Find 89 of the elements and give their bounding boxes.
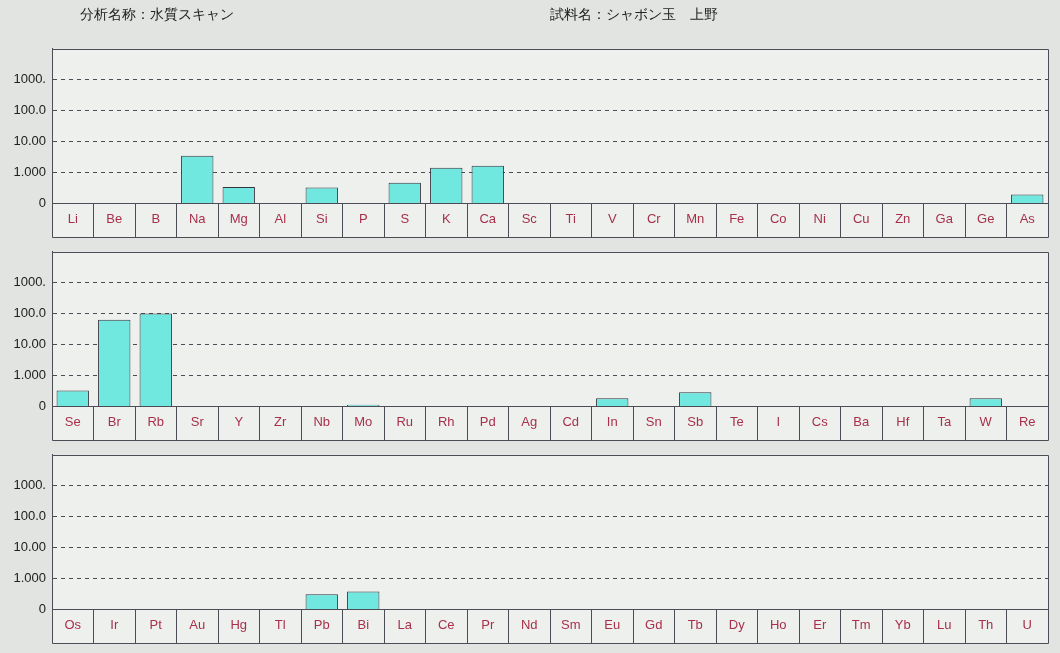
- x-tick-label: Mo: [354, 414, 373, 430]
- x-tick-label: U: [1022, 617, 1032, 633]
- x-tick-label: K: [441, 211, 451, 227]
- x-tick-label: Cd: [562, 414, 580, 430]
- x-tick-label: Gd: [645, 617, 663, 633]
- x-tick-label: Yb: [894, 617, 911, 633]
- x-tick-label: Ag: [521, 414, 538, 430]
- x-tick-label: Th: [978, 617, 994, 633]
- y-tick-label: 10.00: [13, 335, 46, 351]
- x-tick-label: Ir: [110, 617, 119, 633]
- y-tick-label: 0: [38, 397, 46, 413]
- x-tick-label: Sn: [645, 414, 662, 430]
- y-tick-label: 1.000: [13, 569, 46, 585]
- x-tick-label: Ba: [853, 414, 870, 430]
- x-tick-label: In: [606, 414, 618, 430]
- x-tick-label: W: [979, 414, 993, 430]
- x-tick-label: Tb: [687, 617, 703, 633]
- x-tick-label: Pr: [481, 617, 495, 633]
- x-tick-label: As: [1019, 211, 1036, 227]
- y-tick-label: 0: [38, 600, 46, 616]
- x-tick-label: Ni: [813, 211, 826, 227]
- y-tick-label: 1000.: [13, 274, 46, 290]
- y-tick-label: 100.0: [13, 102, 46, 118]
- x-tick-label: Mn: [686, 211, 705, 227]
- x-tick-label: Lu: [937, 617, 952, 633]
- x-tick-label: Ca: [479, 211, 497, 227]
- x-tick-label: Hf: [896, 414, 910, 430]
- x-tick-label: Os: [64, 617, 82, 633]
- x-tick-label: Bi: [357, 617, 370, 633]
- x-tick-label: Dy: [728, 617, 746, 633]
- x-tick-label: S: [400, 211, 410, 227]
- x-tick-label: Si: [315, 211, 328, 227]
- x-tick-label: Ga: [935, 211, 954, 227]
- y-tick-label: 1000.: [13, 477, 46, 493]
- x-tick-label: Er: [813, 617, 827, 633]
- x-tick-label: Ta: [937, 414, 952, 430]
- x-tick-label: Te: [729, 414, 744, 430]
- x-tick-label: B: [151, 211, 161, 227]
- x-tick-label: Sr: [190, 414, 205, 430]
- x-tick-label: Sb: [687, 414, 704, 430]
- chart-subtitle: 試料名：シャボン玉 上野: [550, 6, 718, 24]
- x-tick-label: Sc: [521, 211, 538, 227]
- x-tick-label: Se: [64, 414, 81, 430]
- x-tick-label: La: [397, 617, 413, 633]
- x-tick-label: Na: [188, 211, 207, 227]
- x-tick-label: Zr: [274, 414, 288, 430]
- x-tick-label: Pd: [479, 414, 496, 430]
- x-tick-label: Rb: [147, 414, 165, 430]
- x-tick-label: Sm: [561, 617, 581, 633]
- x-tick-label: P: [358, 211, 368, 227]
- x-tick-label: Cu: [852, 211, 870, 227]
- x-tick-label: I: [776, 414, 781, 430]
- x-tick-label: Be: [106, 211, 123, 227]
- y-tick-label: 0: [38, 194, 46, 210]
- y-tick-label: 1.000: [13, 366, 46, 382]
- x-tick-label: Co: [769, 211, 787, 227]
- x-tick-label: Nd: [520, 617, 538, 633]
- x-tick-label: Cs: [811, 414, 829, 430]
- x-tick-label: V: [607, 211, 617, 227]
- x-tick-label: Zn: [895, 211, 911, 227]
- x-tick-label: Au: [189, 617, 206, 633]
- x-tick-label: Ti: [565, 211, 577, 227]
- x-tick-label: Cr: [646, 211, 662, 227]
- y-tick-label: 100.0: [13, 305, 46, 321]
- x-tick-label: Tl: [274, 617, 286, 633]
- x-tick-label: Nb: [313, 414, 331, 430]
- y-tick-label: 1.000: [13, 163, 46, 179]
- x-tick-label: Ge: [977, 211, 995, 227]
- x-tick-label: Ho: [769, 617, 787, 633]
- x-tick-label: Ru: [396, 414, 414, 430]
- x-tick-label: Y: [234, 414, 244, 430]
- y-tick-label: 10.00: [13, 538, 46, 554]
- x-tick-label: Mg: [229, 211, 248, 227]
- x-tick-label: Re: [1018, 414, 1036, 430]
- x-tick-label: Hg: [230, 617, 248, 633]
- x-tick-label: Tm: [851, 617, 871, 633]
- x-tick-label: Al: [274, 211, 287, 227]
- y-tick-label: 1000.: [13, 71, 46, 87]
- chart-title: 分析名称：水質スキャン: [80, 6, 234, 24]
- x-tick-label: Ce: [437, 617, 455, 633]
- x-tick-label: Pb: [313, 617, 330, 633]
- y-tick-label: 10.00: [13, 132, 46, 148]
- x-tick-label: Rh: [437, 414, 455, 430]
- y-tick-label: 100.0: [13, 508, 46, 524]
- x-tick-label: Br: [107, 414, 122, 430]
- x-tick-label: Pt: [149, 617, 163, 633]
- x-tick-label: Fe: [729, 211, 745, 227]
- x-tick-label: Li: [67, 211, 78, 227]
- x-tick-label: Eu: [604, 617, 621, 633]
